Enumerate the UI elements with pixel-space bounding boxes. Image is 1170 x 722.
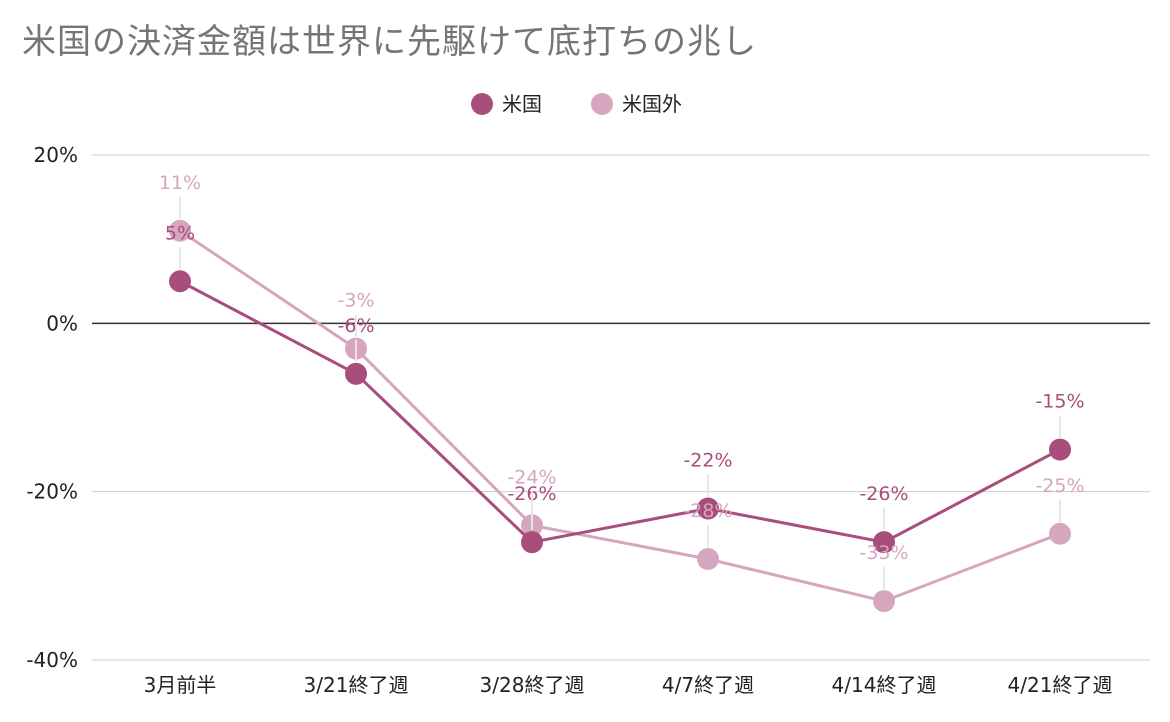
x-tick-label: 3/28終了週 <box>480 673 585 697</box>
data-label: -28% <box>683 500 732 522</box>
data-label: -15% <box>1035 391 1084 413</box>
legend-label: 米国外 <box>622 92 682 116</box>
y-tick-label: 20% <box>34 143 78 167</box>
data-label-layer: 5%-6%-26%-22%-26%-15%11%-3%-24%-28%-33%-… <box>159 172 1085 590</box>
data-label: -26% <box>859 483 908 505</box>
data-point <box>1049 522 1071 545</box>
data-point <box>169 270 191 293</box>
data-point <box>169 219 191 242</box>
data-label: -22% <box>683 450 732 472</box>
legend-marker <box>591 93 613 115</box>
y-tick-label: -40% <box>26 648 78 672</box>
data-point <box>873 590 895 613</box>
legend-label: 米国 <box>502 92 542 116</box>
series-line <box>179 229 1061 603</box>
data-label: -33% <box>859 542 908 564</box>
grid-layer <box>92 154 1150 661</box>
y-tick-label: -20% <box>26 480 78 504</box>
data-label: -3% <box>338 290 375 312</box>
legend-marker <box>471 93 493 115</box>
x-tick-label: 3月前半 <box>144 673 217 697</box>
data-point <box>1049 438 1071 461</box>
data-point <box>697 497 719 520</box>
data-point <box>697 548 719 570</box>
data-label: 11% <box>159 172 201 194</box>
data-point <box>873 531 895 554</box>
x-tick-label: 4/7終了週 <box>662 673 754 697</box>
series-line <box>179 279 1061 544</box>
data-point <box>345 362 367 385</box>
x-tick-label: 4/14終了週 <box>832 673 937 697</box>
data-label: -25% <box>1035 475 1084 497</box>
series-layer <box>169 219 1071 613</box>
axis-layer: 20% 0% -20% -40% 3月前半 3/21終了週 3/28終了週 4/7終了週 4/1… <box>26 143 1112 697</box>
y-tick-label: 0% <box>46 311 78 335</box>
chart-title: 米国の決済金額は世界に先駆けて底打ちの兆し <box>22 22 757 62</box>
data-point <box>521 531 543 554</box>
data-label: -24% <box>507 466 556 488</box>
x-tick-label: 4/21終了週 <box>1008 673 1113 697</box>
x-tick-label: 3/21終了週 <box>304 673 409 697</box>
legend: 米国 米国外 <box>471 92 682 116</box>
data-label: 5% <box>165 222 195 244</box>
